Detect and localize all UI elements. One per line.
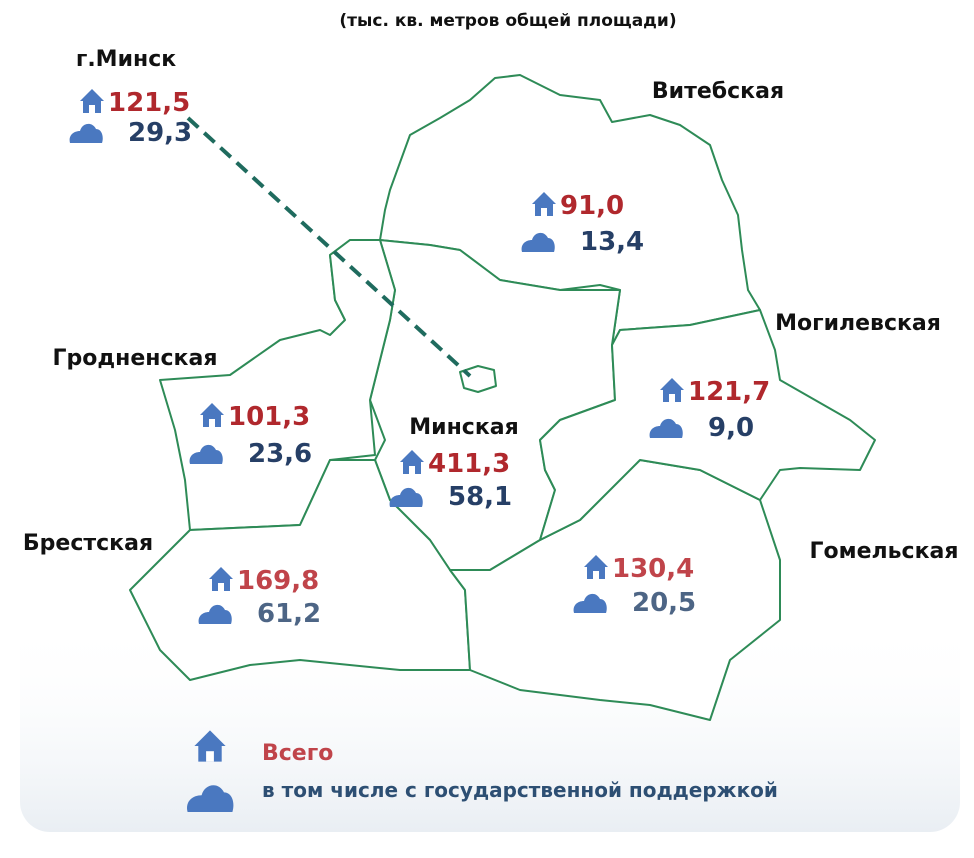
blob-icon [69,123,103,143]
region-name: Могилевская [775,311,941,336]
total-value: 91,0 [560,191,624,221]
house-icon [80,89,104,113]
total-value: 101,3 [228,402,310,432]
minsk-connector [186,116,472,378]
region-name: г.Минск [76,47,176,72]
total-value: 411,3 [428,449,510,479]
supported-value: 9,0 [708,413,754,443]
region-name: Витебская [652,79,784,104]
supported-value: 58,1 [448,482,512,512]
region-name: Гомельская [809,539,958,564]
total-value: 121,5 [108,88,190,118]
total-value: 130,4 [612,554,694,584]
supported-value: 20,5 [632,588,696,618]
supported-value: 61,2 [257,599,321,629]
region-name: Минская [409,415,518,440]
regions [129,74,876,721]
legend-total: Всего [262,741,333,766]
supported-value: 29,3 [128,118,192,148]
legend-supported: в том числе с государственной поддержкой [262,778,778,802]
total-value: 121,7 [688,377,770,407]
supported-value: 13,4 [580,227,644,257]
region-name: Брестская [23,531,153,556]
supported-value: 23,6 [248,439,312,469]
total-value: 169,8 [237,566,319,596]
region-labels: г.Минск 121,529,3 Витебская 91,0 13,4 Могилев… [23,47,959,629]
subtitle: (тыс. кв. метров общей площади) [339,11,676,31]
region-name: Гродненская [53,346,218,371]
region-mogilev [539,309,876,541]
